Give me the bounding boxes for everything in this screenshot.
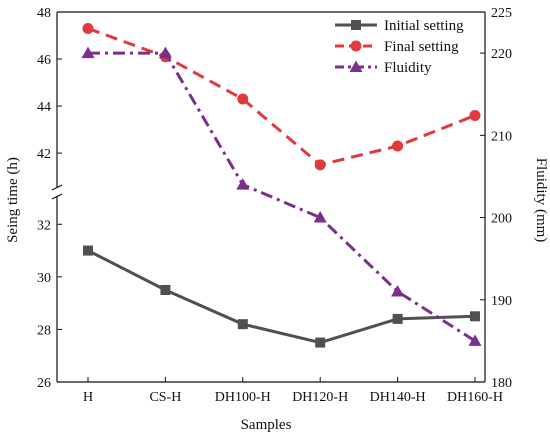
legend-entry: Final setting <box>335 39 459 55</box>
data-point <box>313 211 327 223</box>
legend-entry: Fluidity <box>335 60 432 76</box>
legend-marker <box>351 20 361 30</box>
series-line <box>87 249 476 345</box>
y-tick-label-right: 210 <box>491 129 512 144</box>
y-tick-label-left: 44 <box>37 100 51 115</box>
data-point <box>392 313 403 324</box>
legend-entry: Initial setting <box>335 18 464 34</box>
data-point <box>82 22 94 34</box>
y-tick-label-right: 180 <box>491 376 512 391</box>
data-point <box>237 93 249 105</box>
y-tick-label-left: 28 <box>37 323 51 338</box>
legend-label: Final setting <box>384 39 459 55</box>
data-point <box>392 140 404 152</box>
x-tick-label: DH140-H <box>370 390 426 405</box>
x-tick-label: H <box>83 390 93 405</box>
data-point <box>236 178 250 190</box>
data-point <box>314 159 326 171</box>
y-tick-label-right: 200 <box>491 212 512 227</box>
data-point <box>237 319 248 330</box>
y-tick-label-left: 48 <box>37 6 51 21</box>
y-tick-label-left: 26 <box>37 376 51 391</box>
legend-label: Fluidity <box>384 60 432 76</box>
x-tick-label: DH160-H <box>447 390 503 405</box>
y-tick-label-left: 32 <box>37 218 51 233</box>
legend: Initial setting Final setting Fluidity <box>335 18 464 76</box>
y-tick-label-right: 225 <box>491 6 512 21</box>
x-tick-label: DH120-H <box>292 390 348 405</box>
y-tick-label-right: 220 <box>491 47 512 62</box>
x-tick-label: CS-H <box>149 390 181 405</box>
legend-marker <box>350 40 362 52</box>
data-point <box>468 334 482 346</box>
data-point <box>160 285 171 295</box>
series-line <box>87 27 476 167</box>
data-point <box>81 46 95 59</box>
axes: 26 28 30 32 42 44 46 48 180 190 200 210 220 225 H CS-H D… <box>37 6 512 405</box>
x-tick-label: DH100-H <box>215 390 271 405</box>
axis-break-mark <box>51 184 63 191</box>
data-point <box>469 109 481 121</box>
y-tick-label-left: 30 <box>37 271 51 286</box>
y-axis-title-right: Fluidity (mm) <box>533 158 549 243</box>
x-axis-title: Samples <box>241 417 292 433</box>
y-tick-label-right: 190 <box>491 294 512 309</box>
y-tick-label-left: 46 <box>37 53 51 68</box>
y-axis-title-left: Seing time (h) <box>5 157 21 243</box>
data-point <box>391 285 405 297</box>
y-tick-label-left: 42 <box>37 147 51 162</box>
data-point <box>83 245 93 256</box>
legend-label: Initial setting <box>384 18 464 34</box>
axis-break-mark <box>51 193 63 200</box>
data-point <box>315 337 326 348</box>
data-point <box>158 46 172 59</box>
series-layer <box>81 22 482 348</box>
series-line <box>88 51 476 343</box>
series-fluidity <box>81 46 482 346</box>
series-initial-setting <box>83 245 480 348</box>
legend-marker <box>349 60 363 72</box>
data-point <box>470 311 480 322</box>
